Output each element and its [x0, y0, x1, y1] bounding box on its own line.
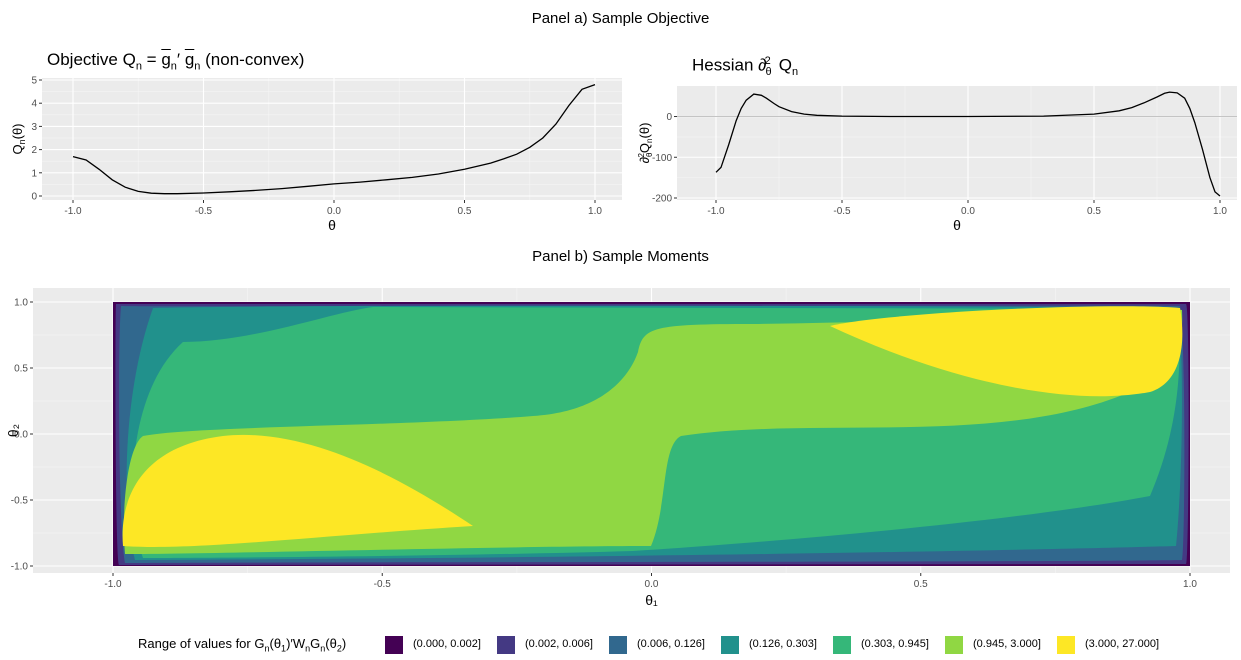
- x-tick-label: -1.0: [104, 579, 122, 590]
- legend-label-4: (0.126, 0.303]: [749, 638, 817, 650]
- legend-label-2: (0.002, 0.006]: [525, 638, 593, 650]
- plot-background: [677, 86, 1237, 200]
- x-tick-label: -0.5: [374, 579, 392, 590]
- y-tick-label: -200: [652, 194, 672, 205]
- x-tick-label: -1.0: [707, 206, 725, 217]
- x-tick-label: 0.5: [1087, 206, 1101, 217]
- x-axis-label: θ: [953, 217, 961, 233]
- legend-swatch-4: [721, 636, 739, 654]
- legend-label-5: (0.303, 0.945]: [861, 638, 929, 650]
- moments-heatmap-chart: -1.0 -0.5 0.0 0.5 1.0 -1.0 -0.5 0.0 0.5 1.0 θ₁ θ₂: [5, 288, 1230, 608]
- series-line: [72, 83, 596, 195]
- y-tick-label: -0.5: [11, 496, 29, 507]
- objective-plot-title: Objective Qn = gn′ gn (non-convex): [47, 50, 305, 73]
- panel-b-title: Panel b) Sample Moments: [532, 248, 709, 265]
- y-tick-label: 0.5: [14, 364, 28, 375]
- x-tick-label: 0.5: [458, 206, 472, 217]
- x-tick-label: -1.0: [64, 206, 82, 217]
- band-3.000-27.000: [122, 434, 474, 547]
- contour-fills: [113, 302, 1190, 566]
- heatmap-legend: Range of values for Gn(θ1)′WnGn(θ2) (0.0…: [0, 636, 1241, 660]
- y-tick-label: 0.0: [14, 430, 28, 441]
- legend-title: Range of values for Gn(θ1)′WnGn(θ2): [138, 636, 347, 654]
- y-tick-label: 0: [666, 112, 672, 123]
- legend-label-7: (3.000, 27.000]: [1085, 638, 1160, 650]
- series-line: [715, 91, 1221, 197]
- x-tick-label: 0.5: [914, 579, 928, 590]
- legend-swatch-2: [497, 636, 515, 654]
- y-tick-label: -1.0: [11, 562, 29, 573]
- y-tick-label: 5: [31, 76, 37, 87]
- plot-background: [42, 78, 622, 200]
- y-tick-label: 2: [31, 145, 37, 156]
- y-axis-label: ∂θ2Qn(θ): [637, 123, 654, 164]
- objective-chart: -1.0 -0.5 0.0 0.5 1.0 0 1 2 3 4 5 θ Qn(θ): [10, 76, 622, 233]
- x-axis-label: θ: [328, 217, 336, 233]
- y-axis-label: Qn(θ): [10, 123, 27, 154]
- y-tick-label: 4: [31, 99, 37, 110]
- legend-swatch-6: [945, 636, 963, 654]
- hessian-plot-title: Hessian ∂θ2 Qn: [692, 55, 799, 79]
- y-tick-label: 3: [31, 122, 37, 133]
- x-tick-label: 1.0: [588, 206, 602, 217]
- legend-swatch-7: [1057, 636, 1075, 654]
- panel-a-title: Panel a) Sample Objective: [531, 10, 710, 27]
- x-tick-label: 1.0: [1183, 579, 1197, 590]
- y-tick-label: -100: [652, 153, 672, 164]
- legend-label-3: (0.006, 0.126]: [637, 638, 705, 650]
- legend-label-1: (0.000, 0.002]: [413, 638, 481, 650]
- legend-swatch-5: [833, 636, 851, 654]
- x-tick-label: 0.0: [645, 579, 659, 590]
- legend-swatch-1: [385, 636, 403, 654]
- legend-label-6: (0.945, 3.000]: [973, 638, 1041, 650]
- x-axis-label: θ₁: [645, 592, 658, 608]
- y-tick-label: 1.0: [14, 298, 28, 309]
- y-tick-label: 0: [31, 192, 37, 203]
- legend-swatch-3: [609, 636, 627, 654]
- band-3.000-27.000: [830, 306, 1183, 397]
- x-tick-label: 0.0: [327, 206, 341, 217]
- hessian-chart: -1.0 -0.5 0.0 0.5 1.0 -200 -100 0 θ ∂θ2Qn(θ): [637, 86, 1237, 233]
- y-axis-label: θ₂: [5, 424, 21, 437]
- x-tick-label: 1.0: [1213, 206, 1227, 217]
- x-tick-label: 0.0: [961, 206, 975, 217]
- x-tick-label: -0.5: [833, 206, 851, 217]
- y-tick-label: 1: [31, 168, 37, 179]
- x-tick-label: -0.5: [195, 206, 213, 217]
